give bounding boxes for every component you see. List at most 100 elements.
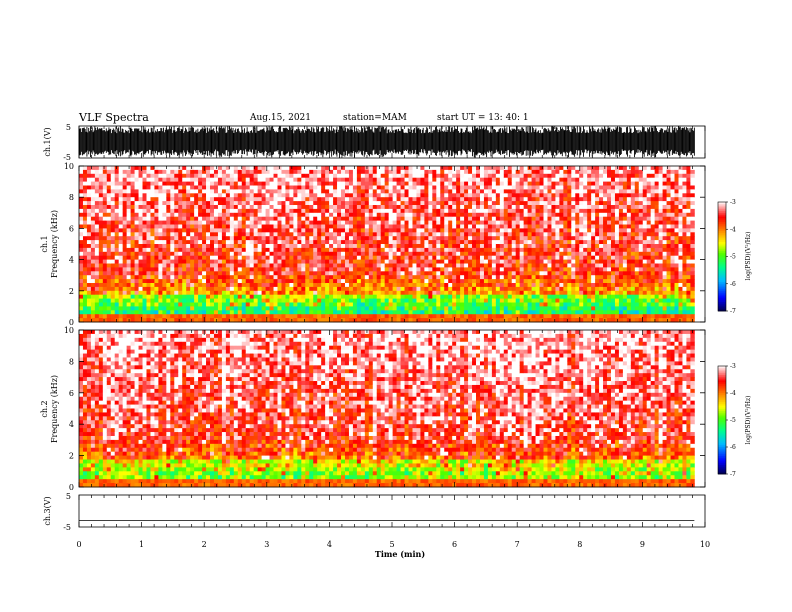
spectrogram-cell <box>285 318 290 323</box>
spectrogram-cell <box>206 212 211 218</box>
spectrogram-cell <box>174 318 179 323</box>
spectrogram-cell <box>206 267 211 272</box>
spectrogram-cell <box>206 244 211 249</box>
spectrogram-cell <box>245 166 251 171</box>
spectrogram-cell <box>245 251 251 257</box>
spectrogram-cell <box>217 193 223 198</box>
spectrogram-cell <box>82 290 88 296</box>
spectrogram-cell <box>456 201 461 206</box>
spectrogram-cell <box>245 275 251 280</box>
spectrogram-cell <box>261 212 266 218</box>
spectrogram-cell <box>468 318 473 323</box>
spectrogram-cell <box>408 169 413 175</box>
spectrogram-cell <box>114 259 120 264</box>
spectrogram-cell <box>360 205 366 210</box>
spectrogram-cell <box>162 240 167 245</box>
spectrogram-cell <box>285 216 290 221</box>
spectrogram-cell <box>368 236 374 241</box>
spectrogram-cell <box>464 294 469 299</box>
spectrogram-cell <box>337 263 342 268</box>
spectrogram-cell <box>261 275 266 280</box>
spectrogram-cell <box>186 251 191 257</box>
spectrogram-cell <box>273 181 278 186</box>
spectrogram-cell <box>122 286 128 292</box>
spectrogram-cell <box>202 310 207 315</box>
spectrogram-cell <box>229 181 235 186</box>
spectrogram-cell <box>182 306 187 311</box>
spectrogram-cell <box>249 302 255 307</box>
spectrogram-cell <box>202 189 207 194</box>
spectrogram-cell <box>138 166 143 171</box>
spectrogram-cell <box>305 212 310 218</box>
spectrogram-cell <box>79 189 84 194</box>
spectrogram-cell <box>499 201 505 206</box>
spectrogram-cell <box>174 271 179 276</box>
spectrogram-cell <box>468 208 473 214</box>
spectrogram-cell <box>190 244 195 249</box>
spectrogram-cell <box>162 279 167 284</box>
spectrogram-cell <box>404 259 409 264</box>
spectrogram-cell <box>221 298 227 303</box>
spectrogram-cell <box>448 290 453 296</box>
spectrogram-cell <box>273 193 278 198</box>
spectrogram-cell <box>198 177 203 182</box>
spectrogram-cell <box>206 240 211 245</box>
spectrogram-cell <box>245 240 251 245</box>
spectrogram-cell <box>94 251 100 257</box>
spectrogram-cell <box>289 189 294 194</box>
spectrogram-cell <box>210 201 215 206</box>
spectrogram-cell <box>273 220 278 225</box>
spectrogram-cell <box>483 247 489 253</box>
spectrogram-cell <box>396 220 401 225</box>
spectrogram-cell <box>364 173 370 179</box>
spectrogram-cell <box>333 224 338 229</box>
spectrogram-cell <box>98 166 104 171</box>
spectrogram-cell <box>364 216 370 221</box>
spectrogram-cell <box>309 298 314 303</box>
spectrogram-cell <box>98 298 104 303</box>
spectrogram-cell <box>122 220 128 225</box>
spectrogram-cell <box>440 212 445 218</box>
spectrogram-cell <box>341 314 346 319</box>
spectrogram-cell <box>396 298 401 303</box>
spectrogram-cell <box>352 212 358 218</box>
spectrogram-cell <box>309 232 314 237</box>
spectrogram-cell <box>487 279 493 284</box>
spectrogram-cell <box>483 197 489 202</box>
spectrogram-cell <box>392 306 397 311</box>
spectrogram-cell <box>245 318 251 323</box>
spectrogram-cell <box>241 181 247 186</box>
spectrogram-cell <box>487 267 493 272</box>
spectrogram-cell <box>237 259 243 264</box>
spectrogram-cell <box>376 173 382 179</box>
spectrogram-cell <box>297 212 302 218</box>
spectrogram-cell <box>86 236 92 241</box>
spectrogram-cell <box>98 185 104 190</box>
spectrogram-cell <box>210 263 215 268</box>
spectrogram-cell <box>114 271 120 276</box>
spectrogram-cell <box>210 189 215 194</box>
spectrogram-cell <box>138 205 143 210</box>
spectrogram-cell <box>380 173 386 179</box>
spectrogram-cell <box>86 314 92 319</box>
spectrogram-cell <box>90 224 96 229</box>
spectrogram-cell <box>408 212 413 218</box>
spectrogram-cell <box>348 181 354 186</box>
spectrogram-cell <box>90 279 96 284</box>
spectrogram-cell <box>285 283 290 288</box>
spectrogram-cell <box>368 271 374 276</box>
spectrogram-cell <box>79 298 84 303</box>
spectrogram-cell <box>257 169 263 175</box>
spectrogram-cell <box>344 197 350 202</box>
spectrogram-cell <box>499 205 505 210</box>
spectrogram-cell <box>487 208 493 214</box>
spectrogram-cell <box>440 240 445 245</box>
spectrogram-cell <box>285 232 290 237</box>
spectrogram-cell <box>281 169 286 175</box>
spectrogram-cell <box>146 193 151 198</box>
spectrogram-cell <box>178 306 183 311</box>
spectrogram-cell <box>190 283 195 288</box>
spectrogram-cell <box>440 306 445 311</box>
spectrogram-cell <box>376 283 382 288</box>
spectrogram-cell <box>198 306 203 311</box>
